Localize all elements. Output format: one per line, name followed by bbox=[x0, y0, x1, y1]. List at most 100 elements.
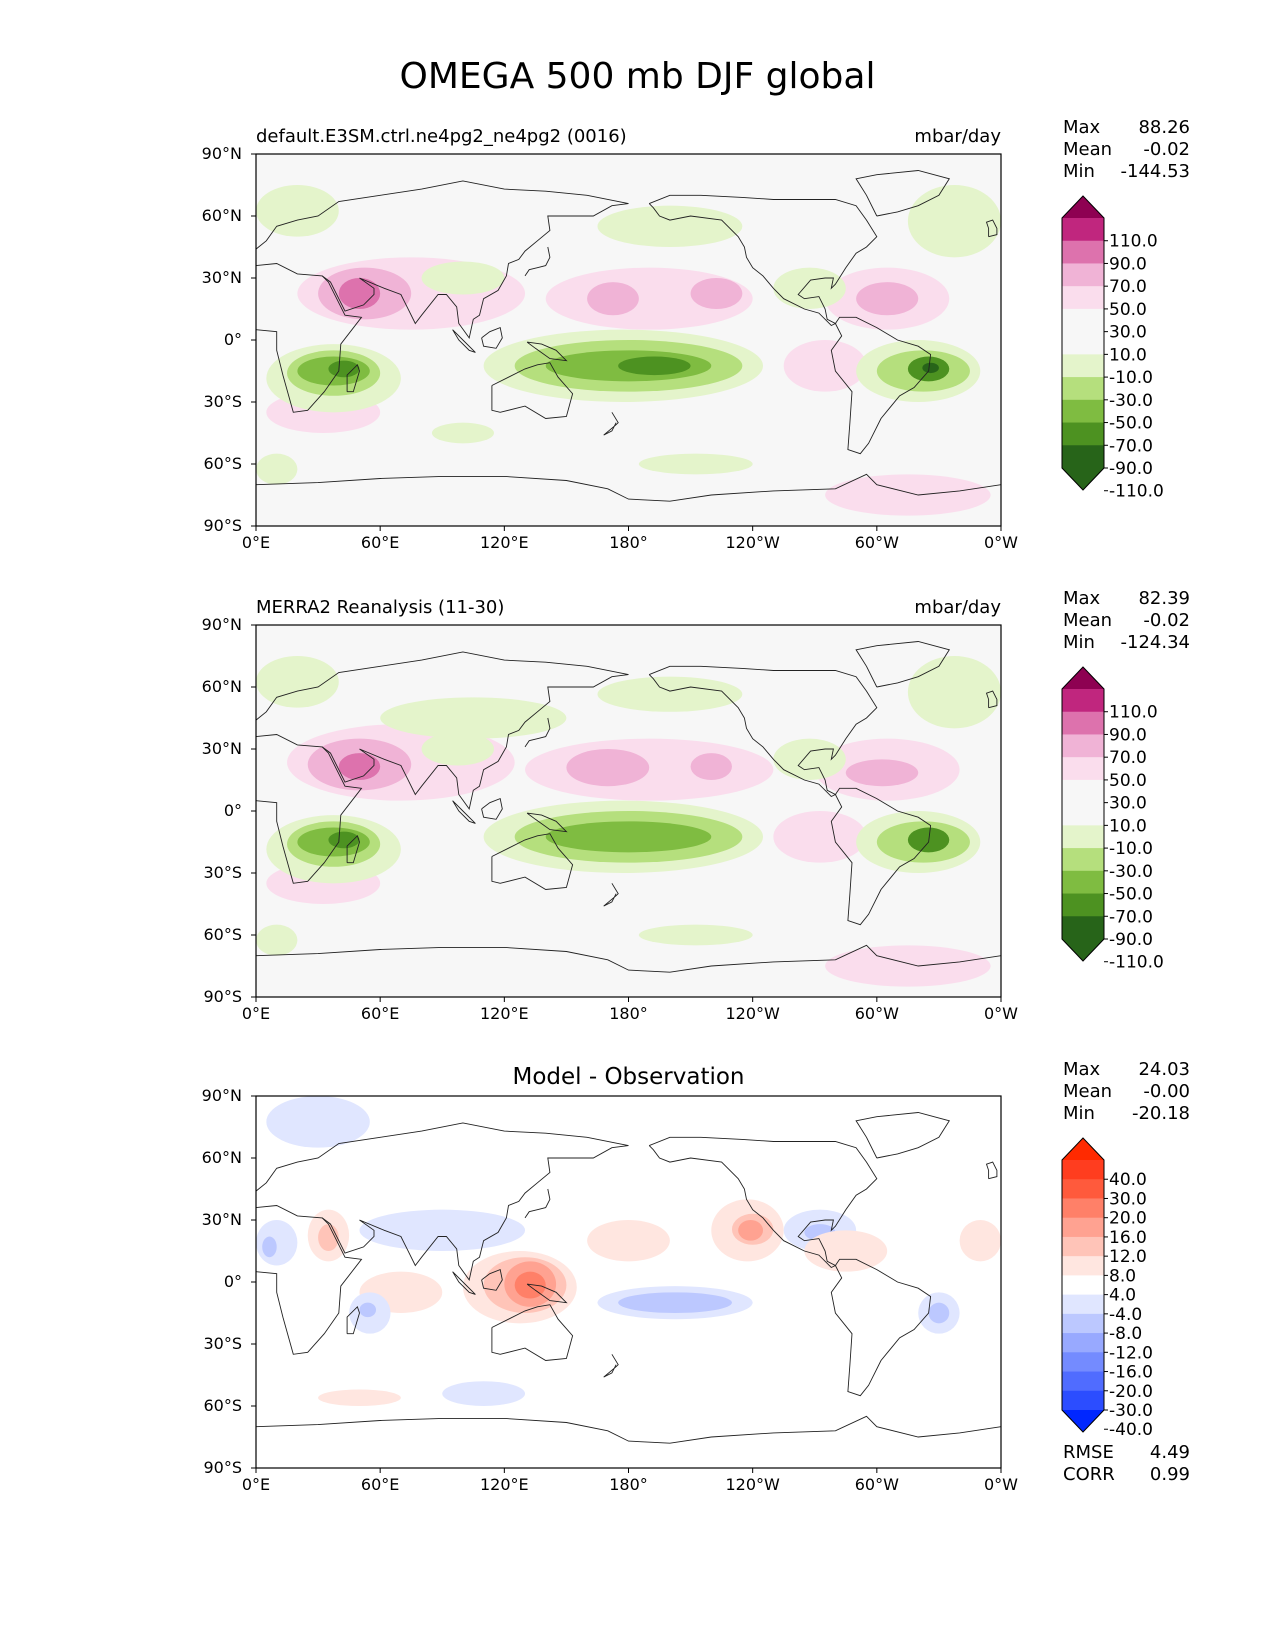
colorbar-segment bbox=[1062, 399, 1104, 424]
colorbar-extend-min bbox=[1062, 939, 1104, 961]
x-tick-label: 120°E bbox=[480, 1004, 529, 1023]
colorbar-segment bbox=[1062, 1217, 1104, 1238]
colorbar-segment bbox=[1062, 757, 1104, 781]
colorbar-segment bbox=[1062, 779, 1104, 804]
colorbar-segment bbox=[1062, 1390, 1104, 1411]
colorbar-label: -10.0 bbox=[1109, 368, 1153, 388]
stat-label: Mean bbox=[1063, 1081, 1112, 1102]
colorbar-label: -8.0 bbox=[1109, 1324, 1142, 1344]
coastline bbox=[256, 1122, 629, 1192]
y-tick-label: 30°N bbox=[202, 268, 242, 287]
x-tick-label: 120°W bbox=[725, 1475, 780, 1494]
coastline bbox=[526, 1283, 568, 1304]
contour-region bbox=[597, 676, 743, 712]
colorbar-label: -30.0 bbox=[1109, 862, 1153, 882]
y-tick-label: 60°S bbox=[203, 925, 242, 944]
colorbar-label: 50.0 bbox=[1109, 771, 1147, 791]
contour-region bbox=[587, 1220, 670, 1262]
colorbar-segment bbox=[1062, 1160, 1104, 1180]
contour-region bbox=[825, 474, 991, 516]
units-label: mbar/day bbox=[914, 597, 1001, 618]
y-tick-label: 30°S bbox=[203, 1334, 242, 1353]
colorbar-segment bbox=[1062, 1275, 1104, 1296]
colorbar-label: 70.0 bbox=[1109, 748, 1147, 768]
x-tick-label: 120°W bbox=[725, 533, 780, 552]
colorbar-segment bbox=[1062, 825, 1104, 849]
coastline bbox=[481, 326, 503, 349]
map-panel-diff: 0°E 60°E 120°E 180° 120°W 60°W 0°W 90°N 60°N 30°N… bbox=[202, 1059, 1190, 1494]
colorbar-segment bbox=[1062, 1333, 1104, 1353]
coastline bbox=[481, 797, 503, 820]
y-tick-label: 90°N bbox=[202, 1086, 242, 1105]
y-tick-label: 60°S bbox=[203, 454, 242, 473]
contour-region bbox=[318, 1389, 401, 1406]
coastline bbox=[491, 833, 574, 890]
contour-region bbox=[421, 732, 494, 766]
x-tick-label: 0°W bbox=[984, 533, 1018, 552]
coastline bbox=[321, 203, 629, 339]
contour-region bbox=[380, 697, 567, 739]
coastline bbox=[452, 1271, 476, 1295]
coastline bbox=[648, 665, 878, 798]
colorbar-label: -20.0 bbox=[1109, 1382, 1153, 1402]
coastline bbox=[648, 194, 878, 327]
stat-label: Mean bbox=[1063, 139, 1112, 160]
stat-label: Max bbox=[1063, 1059, 1101, 1080]
stat-value: 82.39 bbox=[1138, 588, 1190, 609]
coastline bbox=[830, 1258, 932, 1397]
y-tick-label: 30°N bbox=[202, 1210, 242, 1229]
contour-region bbox=[773, 738, 846, 780]
contour-region bbox=[618, 1292, 732, 1313]
contour-region bbox=[421, 261, 505, 295]
colorbar: 40.030.020.016.012.08.04.0-4.0-8.0-12.0-… bbox=[1061, 1137, 1153, 1440]
x-tick-label: 0°W bbox=[984, 1004, 1018, 1023]
panel-title: default.E3SM.ctrl.ne4pg2_ne4pg2 (0016) bbox=[256, 126, 627, 147]
x-tick-label: 180° bbox=[609, 1475, 648, 1494]
x-tick-label: 0°E bbox=[242, 1004, 270, 1023]
colorbar-segment bbox=[1062, 1371, 1104, 1392]
stat-label: CORR bbox=[1063, 1464, 1115, 1485]
colorbar-extend-max bbox=[1062, 196, 1104, 218]
colorbar-segment bbox=[1062, 422, 1104, 446]
y-tick-label: 90°S bbox=[203, 516, 242, 535]
y-tick-label: 30°S bbox=[203, 863, 242, 882]
coastline bbox=[526, 812, 568, 833]
coastline bbox=[524, 717, 551, 748]
colorbar-label: -4.0 bbox=[1109, 1305, 1142, 1325]
coastline bbox=[526, 341, 568, 362]
colorbar-segment bbox=[1062, 218, 1104, 242]
colorbar-label: 90.0 bbox=[1109, 254, 1147, 274]
coastline bbox=[256, 473, 1001, 502]
coastline bbox=[985, 219, 998, 238]
y-tick-label: 0° bbox=[224, 1272, 242, 1291]
x-tick-label: 120°E bbox=[480, 1475, 529, 1494]
contour-region bbox=[690, 278, 743, 309]
y-tick-label: 60°S bbox=[203, 1396, 242, 1415]
coastline bbox=[855, 170, 951, 217]
contour-region bbox=[328, 360, 360, 378]
coastline bbox=[830, 316, 932, 455]
y-tick-label: 90°S bbox=[203, 987, 242, 1006]
contour-region bbox=[256, 185, 339, 237]
coastline bbox=[855, 641, 951, 688]
stat-value: -0.02 bbox=[1143, 610, 1190, 631]
colorbar-label: -30.0 bbox=[1109, 391, 1153, 411]
coastline bbox=[452, 329, 476, 353]
colorbar-segment bbox=[1062, 802, 1104, 826]
colorbar-label: 90.0 bbox=[1109, 725, 1147, 745]
contour-region bbox=[773, 267, 846, 310]
colorbar-extend-max bbox=[1062, 667, 1104, 689]
contour-region bbox=[690, 753, 732, 780]
colorbar-segment bbox=[1062, 689, 1104, 713]
colorbar-segment bbox=[1062, 354, 1104, 378]
stat-value: 24.03 bbox=[1138, 1059, 1190, 1080]
contour-region bbox=[907, 185, 1001, 258]
contour-region bbox=[318, 1224, 339, 1251]
contour-region bbox=[431, 422, 494, 444]
x-tick-label: 60°E bbox=[361, 1004, 399, 1023]
colorbar-extend-min bbox=[1062, 1410, 1104, 1432]
colorbar-label: -12.0 bbox=[1109, 1343, 1153, 1363]
colorbar-label: -50.0 bbox=[1109, 885, 1153, 905]
colorbar-label: 10.0 bbox=[1109, 345, 1147, 365]
